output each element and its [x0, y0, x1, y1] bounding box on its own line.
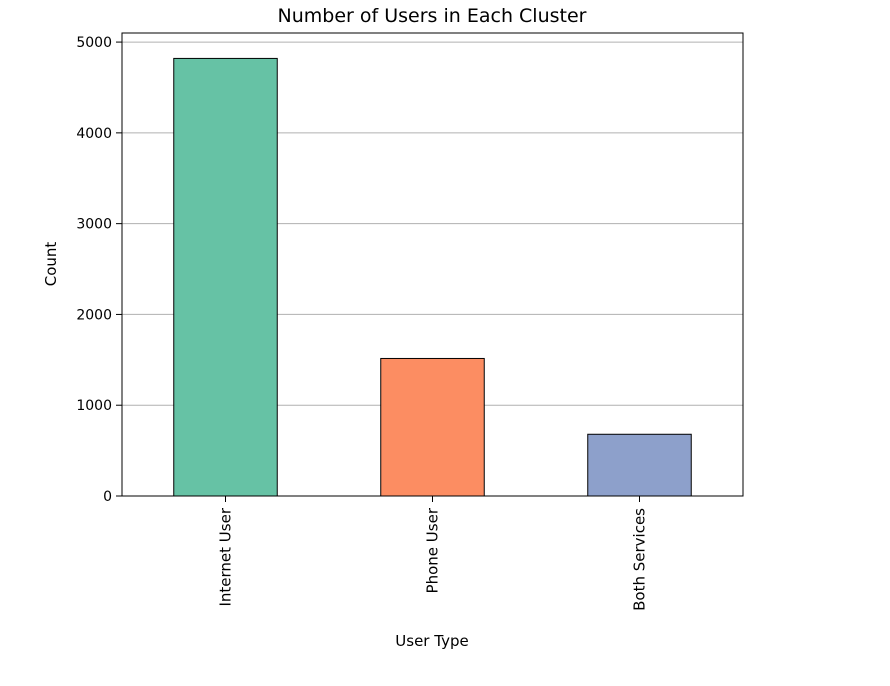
- x-axis-label: User Type: [395, 632, 468, 650]
- y-tick-label: 3000: [76, 217, 112, 233]
- bar: [587, 433, 692, 497]
- x-tick-label: Phone User: [424, 507, 442, 593]
- y-tick-label: 4000: [76, 126, 112, 142]
- bar: [380, 357, 485, 497]
- bars: [173, 57, 692, 497]
- y-tick-label: 5000: [76, 35, 112, 51]
- x-tick-label: Internet User: [217, 507, 235, 606]
- bar: [173, 57, 278, 497]
- x-axis-ticks: Internet User Phone User Both Services: [217, 496, 649, 611]
- y-axis-ticks: 0 1000 2000 3000 4000 5000: [76, 35, 122, 505]
- y-tick-label: 0: [103, 489, 112, 505]
- y-tick-label: 2000: [76, 307, 112, 323]
- x-tick-label: Both Services: [631, 508, 649, 611]
- y-axis-label: Count: [42, 242, 60, 287]
- chart-title: Number of Users in Each Cluster: [278, 5, 587, 27]
- y-tick-label: 1000: [76, 398, 112, 414]
